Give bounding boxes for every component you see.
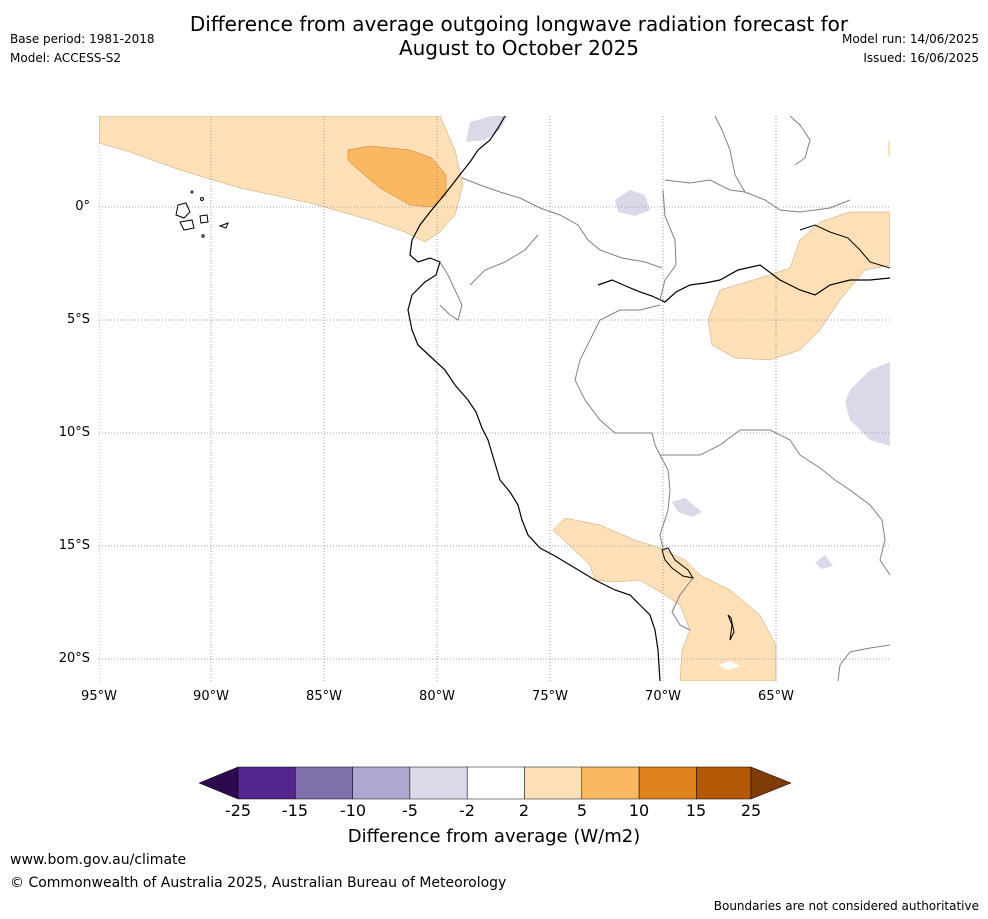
colorbar-title: Difference from average (W/m2) [347,826,641,847]
lat-label-15s: 15°S [58,538,90,553]
colorbar-tick-8: 10 [628,801,650,820]
colorbar [198,766,792,800]
galapagos-isabela-south [179,219,195,231]
border-bolivia-paraguay [837,644,890,681]
lake-bolivia [727,614,735,641]
colorbar-tick-6: 2 [518,801,530,820]
anomaly-negative-east [845,362,890,446]
colorbar-bin-7 [581,766,640,800]
colorbar-tick-7: 5 [576,801,588,820]
anomaly-spot-east [888,140,890,158]
map-background [99,116,890,681]
anomaly-negative-colombia [466,116,508,142]
border-bolivia-chile [671,577,694,631]
colorbar-bin-3 [352,766,411,800]
border-venezuela [664,179,851,213]
colorbar-bin-1 [237,766,296,800]
colorbar-tick-5: -2 [459,801,475,820]
anomaly-hole-altiplano [718,661,740,670]
lon-label-70w: 70°W [645,689,681,704]
border-peru-brazil [574,304,801,456]
lat-label-0: 0° [75,199,90,214]
galapagos-islands [175,190,229,238]
footer-copyright: © Commonwealth of Australia 2025, Austra… [10,875,507,891]
colorbar-tick-2: -15 [281,801,309,820]
title-line-1: Difference from average outgoing longwav… [189,12,849,36]
galapagos-santa-cruz [199,214,209,224]
colorbar-extend-low [198,766,239,800]
coastline-south-america [407,116,661,681]
galapagos-small-2 [190,190,194,194]
lon-label-85w: 85°W [306,689,342,704]
footer-disclaimer: Boundaries are not considered authoritat… [713,899,979,913]
lon-label-95w: 95°W [81,689,117,704]
border-ecuador-peru [439,261,463,321]
gridlines [99,116,890,681]
galapagos-small-3 [201,234,205,238]
base-period-text: Base period: 1981-2018 [10,32,155,46]
lon-label-75w: 75°W [532,689,568,704]
model-text: Model: ACCESS-S2 [10,51,122,65]
lon-label-80w: 80°W [419,689,455,704]
colorbar-bin-4 [409,766,468,800]
border-bolivia-brazil [799,454,890,576]
border-colombia-south [461,177,663,269]
border-colombia-venezuela [714,116,746,193]
colorbar-tick-1: -25 [224,801,252,820]
title-line-2: August to October 2025 [398,36,640,60]
lat-label-10s: 10°S [58,425,90,440]
colorbar-tick-10: 25 [740,801,762,820]
issued-text: Issued: 16/06/2025 [863,51,979,65]
river-amazon [597,264,890,303]
colorbar-tick-9: 15 [685,801,707,820]
anomaly-negative-central [672,498,702,517]
colorbar-tick-3: -10 [339,801,367,820]
colorbar-bin-8 [638,766,697,800]
border-colombia-brazil [659,189,677,301]
anomaly-region-amazon [707,211,890,361]
anomaly-region-altiplano [552,517,777,681]
model-run-text: Model run: 14/06/2025 [841,32,979,46]
colorbar-extend-high [750,766,792,800]
colorbar-bin-9 [696,766,752,800]
lon-label-90w: 90°W [193,689,229,704]
galapagos-isabela [175,202,191,219]
lon-label-65w: 65°W [758,689,794,704]
lat-label-5s: 5°S [66,312,90,327]
border-peru-bolivia [659,454,671,549]
anomaly-negative-small [815,555,833,569]
galapagos-small-1 [200,197,204,201]
border-ecuador-colombia [469,234,539,286]
page-title: Difference from average outgoing longwav… [0,12,988,60]
border-venezuela-east [789,116,811,166]
anomaly-negative-amazon-north [615,190,650,216]
colorbar-bin-5 [466,766,525,800]
colorbar-bin-6 [524,766,583,800]
lat-label-20s: 20°S [58,651,90,666]
country-borders [439,116,890,681]
river-north [799,224,890,269]
colorbar-bin-2 [295,766,353,800]
galapagos-san-cristobal [218,222,229,229]
footer-url[interactable]: www.bom.gov.au/climate [10,852,187,868]
map-area [99,116,890,681]
colorbar-tick-4: -5 [402,801,418,820]
